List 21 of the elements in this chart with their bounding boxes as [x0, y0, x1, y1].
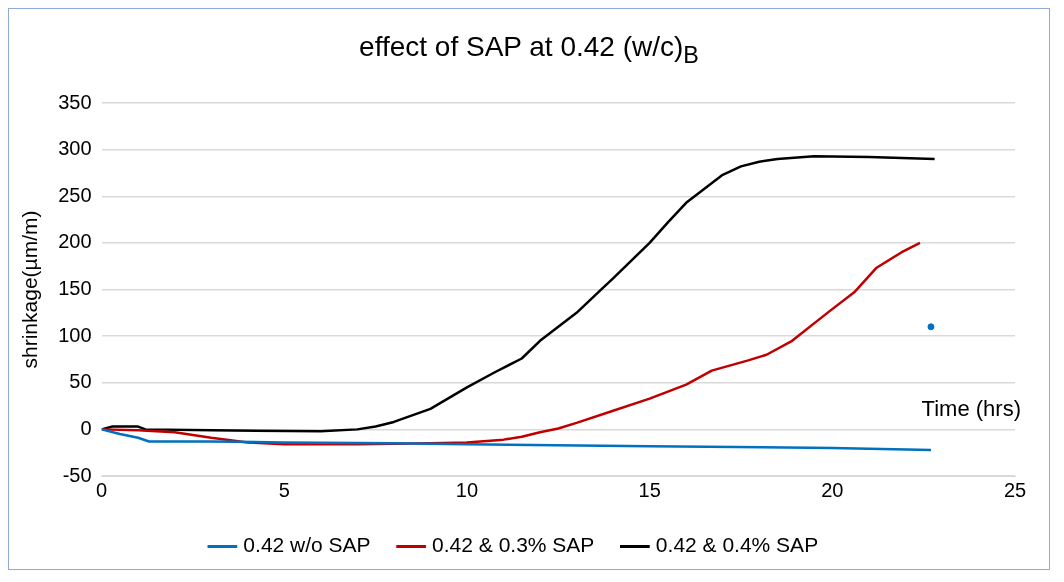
x-tick-label: 5 [278, 478, 290, 501]
y-tick-label: 50 [69, 370, 92, 393]
y-tick-label: 100 [58, 323, 92, 346]
x-tick-label: 10 [455, 478, 479, 501]
y-tick-label: 300 [58, 137, 92, 160]
y-tick-label: 0 [80, 416, 92, 439]
y-tick-label: -50 [62, 463, 92, 486]
x-tick-label: 0 [96, 478, 108, 501]
y-tick-label: 200 [58, 230, 92, 253]
chart-title: effect of SAP at 0.42 (w/c)$_{B}$ [358, 30, 700, 70]
y-tick-label: 350 [58, 90, 92, 113]
legend-label: 0.42 & 0.4% SAP [655, 533, 819, 557]
x-tick-label: 20 [821, 478, 844, 501]
legend-label: 0.42 & 0.3% SAP [432, 533, 595, 557]
y-tick-label: 250 [58, 183, 92, 206]
x-axis-title: Time (hrs) [921, 396, 1021, 422]
y-tick-label: 150 [58, 277, 92, 300]
x-tick-label: 15 [638, 478, 661, 501]
legend-label: 0.42 w/o SAP [243, 533, 371, 557]
x-tick-label: 25 [1003, 478, 1027, 501]
y-axis-title: shrinkage(µm/m) [18, 210, 42, 369]
